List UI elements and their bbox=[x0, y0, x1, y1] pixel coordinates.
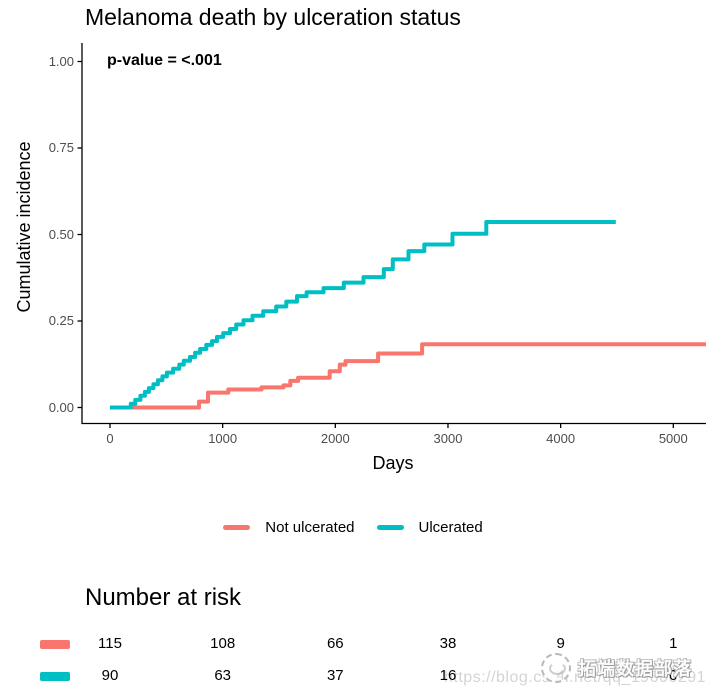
risk-row-swatch-icon bbox=[40, 639, 70, 649]
risk-value: 66 bbox=[326, 635, 344, 652]
y-tick-label: 0.50 bbox=[48, 226, 74, 242]
legend-label: Ulcerated bbox=[418, 519, 483, 536]
curve-ulcerated bbox=[110, 220, 616, 410]
p-value-annotation: p-value = <.001 bbox=[107, 52, 222, 69]
watermark-url: https://blog.csdn.net/qq_19600291 bbox=[444, 669, 706, 686]
risk-value: 16 bbox=[439, 667, 457, 684]
x-axis-label: Days bbox=[372, 453, 414, 473]
x-tick-label: 4000 bbox=[546, 431, 576, 446]
plot-area bbox=[77, 43, 706, 428]
x-tick-label: 5000 bbox=[658, 431, 688, 446]
risk-value: 9 bbox=[556, 635, 565, 652]
watermark-logo-text: 拓端数据部落 bbox=[578, 659, 692, 679]
x-tick-label: 1000 bbox=[208, 431, 238, 446]
axis-lines bbox=[81, 43, 706, 425]
chart-title: Melanoma death by ulceration status bbox=[85, 4, 461, 30]
legend-item: Ulcerated bbox=[376, 519, 483, 536]
x-tick-label: 3000 bbox=[433, 431, 463, 446]
y-tick-label: 0.00 bbox=[48, 399, 74, 415]
watermark-logo-icon bbox=[541, 653, 571, 683]
legend: Not ulcerated Ulcerated bbox=[0, 519, 706, 536]
y-tick-label: 0.25 bbox=[48, 313, 74, 328]
risk-value: 0 bbox=[669, 667, 678, 684]
risk-value: 37 bbox=[326, 667, 344, 684]
y-tick-label: 1.00 bbox=[48, 53, 74, 69]
curve-not-ulcerated bbox=[110, 342, 706, 410]
risk-row-swatch-icon bbox=[40, 671, 70, 681]
risk-value: 115 bbox=[98, 635, 122, 652]
risk-value: 90 bbox=[101, 667, 119, 684]
risk-value: 38 bbox=[439, 635, 457, 652]
legend-swatch-icon bbox=[223, 525, 251, 530]
number-at-risk-heading: Number at risk bbox=[85, 584, 242, 611]
y-tick-label: 0.75 bbox=[48, 140, 74, 155]
legend-item: Not ulcerated bbox=[223, 519, 355, 536]
risk-value: 63 bbox=[214, 667, 231, 684]
risk-value: 108 bbox=[210, 635, 236, 652]
legend-swatch-icon bbox=[376, 525, 404, 530]
x-tick-label: 0 bbox=[106, 431, 114, 446]
legend-label: Not ulcerated bbox=[265, 519, 355, 536]
risk-value: 1 bbox=[669, 635, 678, 652]
x-tick-label: 2000 bbox=[320, 431, 350, 446]
